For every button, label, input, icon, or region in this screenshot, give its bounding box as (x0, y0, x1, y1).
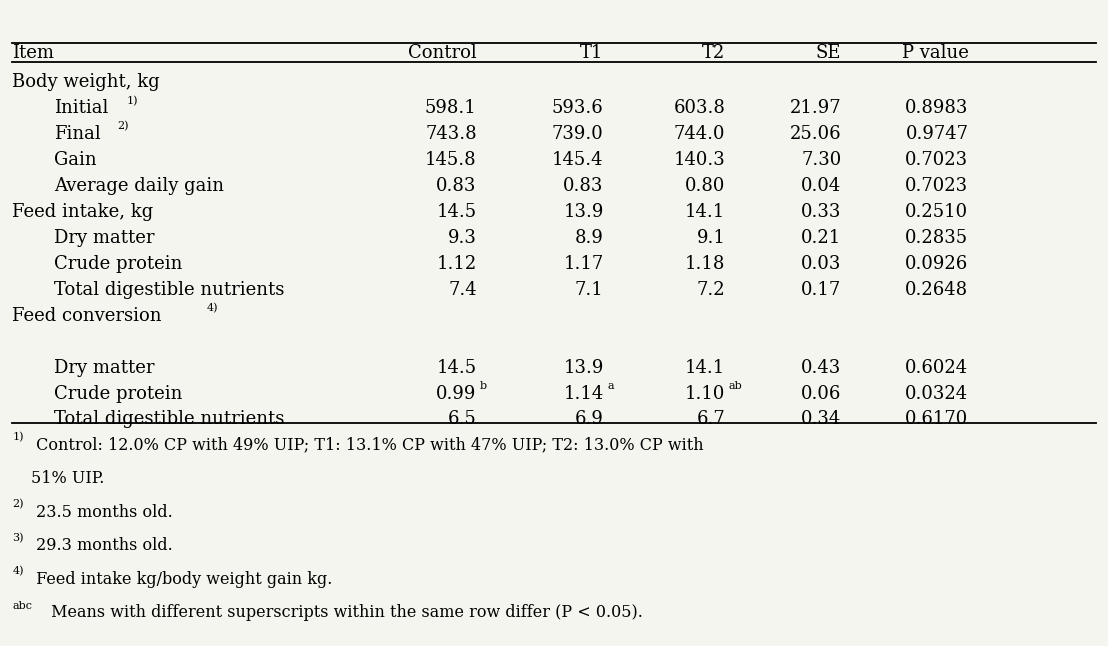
Text: Feed intake, kg: Feed intake, kg (12, 203, 154, 221)
Text: 0.2835: 0.2835 (905, 229, 968, 247)
Text: 13.9: 13.9 (563, 359, 604, 377)
Text: 1.12: 1.12 (437, 255, 476, 273)
Text: 0.0324: 0.0324 (905, 384, 968, 402)
Text: 0.8983: 0.8983 (905, 99, 968, 117)
Text: 4): 4) (207, 303, 218, 313)
Text: Feed conversion: Feed conversion (12, 307, 162, 324)
Text: b: b (480, 381, 488, 391)
Text: Dry matter: Dry matter (54, 359, 155, 377)
Text: 2): 2) (12, 499, 24, 510)
Text: 1.10: 1.10 (685, 384, 726, 402)
Text: 1): 1) (126, 96, 138, 106)
Text: 145.8: 145.8 (425, 151, 476, 169)
Text: P value: P value (902, 44, 968, 62)
Text: T2: T2 (702, 44, 726, 62)
Text: 0.43: 0.43 (801, 359, 841, 377)
Text: 23.5 months old.: 23.5 months old. (31, 504, 173, 521)
Text: Control: Control (408, 44, 476, 62)
Text: a: a (607, 381, 614, 391)
Text: 0.2510: 0.2510 (905, 203, 968, 221)
Text: 3): 3) (12, 533, 24, 543)
Text: 140.3: 140.3 (674, 151, 726, 169)
Text: Total digestible nutrients: Total digestible nutrients (54, 410, 285, 428)
Text: 0.83: 0.83 (563, 177, 604, 195)
Text: 0.21: 0.21 (801, 229, 841, 247)
Text: Crude protein: Crude protein (54, 384, 183, 402)
Text: Average daily gain: Average daily gain (54, 177, 225, 195)
Text: Means with different superscripts within the same row differ (P < 0.05).: Means with different superscripts within… (45, 604, 643, 621)
Text: 0.6170: 0.6170 (905, 410, 968, 428)
Text: 8.9: 8.9 (575, 229, 604, 247)
Text: 0.33: 0.33 (801, 203, 841, 221)
Text: 2): 2) (116, 121, 129, 132)
Text: 0.03: 0.03 (801, 255, 841, 273)
Text: 1.18: 1.18 (685, 255, 726, 273)
Text: 0.7023: 0.7023 (905, 151, 968, 169)
Text: 7.4: 7.4 (448, 280, 476, 298)
Text: 29.3 months old.: 29.3 months old. (31, 537, 173, 554)
Text: 0.83: 0.83 (437, 177, 476, 195)
Text: 14.5: 14.5 (437, 359, 476, 377)
Text: T1: T1 (581, 44, 604, 62)
Text: abc: abc (12, 601, 32, 611)
Text: Dry matter: Dry matter (54, 229, 155, 247)
Text: Final: Final (54, 125, 101, 143)
Text: 1.17: 1.17 (564, 255, 604, 273)
Text: 145.4: 145.4 (552, 151, 604, 169)
Text: 1.14: 1.14 (564, 384, 604, 402)
Text: 14.1: 14.1 (685, 203, 726, 221)
Text: 0.06: 0.06 (801, 384, 841, 402)
Text: Control: 12.0% CP with 49% UIP; T1: 13.1% CP with 47% UIP; T2: 13.0% CP with: Control: 12.0% CP with 49% UIP; T1: 13.1… (31, 437, 704, 453)
Text: 4): 4) (12, 566, 24, 576)
Text: Body weight, kg: Body weight, kg (12, 73, 161, 91)
Text: 598.1: 598.1 (424, 99, 476, 117)
Text: 739.0: 739.0 (552, 125, 604, 143)
Text: 6.5: 6.5 (448, 410, 476, 428)
Text: ab: ab (729, 381, 742, 391)
Text: Initial: Initial (54, 99, 109, 117)
Text: 0.99: 0.99 (437, 384, 476, 402)
Text: 6.9: 6.9 (575, 410, 604, 428)
Text: 7.2: 7.2 (697, 280, 726, 298)
Text: 744.0: 744.0 (674, 125, 726, 143)
Text: 51% UIP.: 51% UIP. (31, 470, 104, 487)
Text: 0.04: 0.04 (801, 177, 841, 195)
Text: 0.17: 0.17 (801, 280, 841, 298)
Text: 21.97: 21.97 (790, 99, 841, 117)
Text: 13.9: 13.9 (563, 203, 604, 221)
Text: 9.1: 9.1 (697, 229, 726, 247)
Text: 0.34: 0.34 (801, 410, 841, 428)
Text: 603.8: 603.8 (674, 99, 726, 117)
Text: 7.30: 7.30 (801, 151, 841, 169)
Text: 1): 1) (12, 432, 24, 443)
Text: 0.7023: 0.7023 (905, 177, 968, 195)
Text: 14.5: 14.5 (437, 203, 476, 221)
Text: Feed intake kg/body weight gain kg.: Feed intake kg/body weight gain kg. (31, 570, 332, 587)
Text: 743.8: 743.8 (425, 125, 476, 143)
Text: Item: Item (12, 44, 54, 62)
Text: 0.6024: 0.6024 (905, 359, 968, 377)
Text: Gain: Gain (54, 151, 98, 169)
Text: SE: SE (815, 44, 841, 62)
Text: 25.06: 25.06 (790, 125, 841, 143)
Text: Total digestible nutrients: Total digestible nutrients (54, 280, 285, 298)
Text: 0.9747: 0.9747 (905, 125, 968, 143)
Text: 6.7: 6.7 (697, 410, 726, 428)
Text: 593.6: 593.6 (552, 99, 604, 117)
Text: 7.1: 7.1 (575, 280, 604, 298)
Text: 0.0926: 0.0926 (905, 255, 968, 273)
Text: Crude protein: Crude protein (54, 255, 183, 273)
Text: 0.2648: 0.2648 (905, 280, 968, 298)
Text: 9.3: 9.3 (448, 229, 476, 247)
Text: 0.80: 0.80 (685, 177, 726, 195)
Text: 14.1: 14.1 (685, 359, 726, 377)
